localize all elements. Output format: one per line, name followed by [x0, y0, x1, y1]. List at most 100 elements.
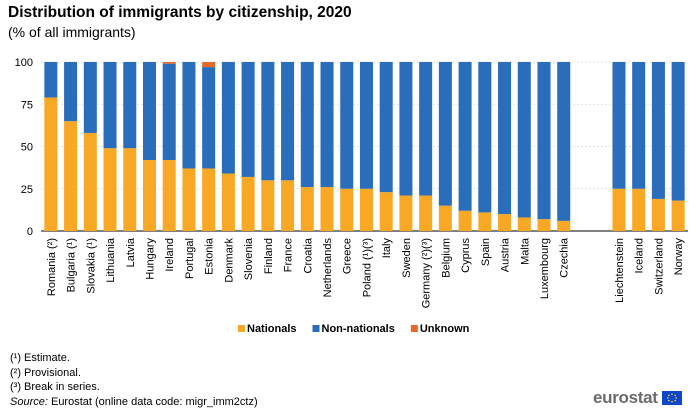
bar-nationals-16: [359, 188, 373, 231]
bar-non-nationals-13: [300, 62, 314, 188]
eu-flag-icon: [661, 391, 682, 405]
y-axis-ticks: 0 25 50 75 100: [15, 57, 33, 238]
footnotes: (¹) Estimate. (²) Provisional. (³) Break…: [10, 351, 258, 409]
bar-nationals-15: [340, 188, 354, 231]
bar-non-nationals-1: [64, 62, 78, 122]
bar-non-nationals-11: [261, 62, 275, 181]
x-tick-label: Switzerland: [653, 238, 665, 295]
y-tick-label: 0: [27, 226, 33, 238]
y-tick-label: 75: [21, 99, 33, 111]
bar-non-nationals-3: [103, 62, 117, 149]
bar-nationals-1: [64, 121, 78, 231]
x-tick-label: Netherlands: [322, 238, 334, 298]
x-tick-label: France: [283, 238, 295, 272]
chart-title: Distribution of immigrants by citizenshi…: [8, 4, 352, 21]
bar-nationals-0: [44, 97, 58, 232]
bar-non-nationals-28: [632, 62, 646, 189]
x-tick-label: Liechtenstein: [614, 238, 626, 303]
bar-nationals-6: [162, 160, 176, 231]
bar-non-nationals-17: [379, 62, 393, 193]
y-tick-label: 50: [21, 142, 33, 154]
x-tick-label: Croatia: [302, 237, 314, 273]
bar-non-nationals-15: [340, 62, 354, 189]
bar-nationals-9: [221, 173, 235, 231]
bar-nationals-29: [651, 198, 665, 231]
x-tick-label: Luxembourg: [539, 238, 551, 299]
x-tick-label: Lithuania: [105, 237, 117, 283]
x-tick-label: Malta: [519, 237, 531, 265]
bar-nationals-2: [83, 132, 97, 231]
bar-nationals-22: [478, 212, 492, 231]
bar-nationals-11: [261, 180, 275, 231]
bar-non-nationals-16: [359, 62, 373, 189]
legend: Nationals Non-nationals Unknown: [238, 323, 470, 335]
x-tick-label: Portugal: [184, 238, 196, 279]
bar-non-nationals-20: [438, 62, 452, 206]
bar-nationals-17: [379, 192, 393, 231]
bar-non-nationals-30: [671, 62, 685, 201]
x-tick-label: Norway: [673, 238, 685, 276]
bar-non-nationals-29: [651, 62, 665, 199]
x-tick-label: Slovenia: [243, 237, 255, 280]
source-text: Eurostat (online data code: migr_imm2ctz…: [47, 395, 258, 408]
x-tick-label: Poland (¹)(³): [361, 238, 373, 297]
bar-non-nationals-27: [612, 62, 626, 189]
bar-non-nationals-5: [142, 62, 157, 161]
x-tick-label: Spain: [480, 238, 492, 266]
x-tick-label: Greece: [342, 238, 354, 274]
note-estimate: (¹) Estimate.: [10, 352, 70, 364]
legend-label: Nationals: [247, 323, 297, 335]
bar-nationals-21: [458, 210, 472, 231]
bar-nationals-24: [517, 217, 531, 231]
source-line: Source: Eurostat (online data code: migr…: [10, 395, 258, 410]
x-tick-label: Austria: [500, 237, 512, 272]
chart-subtitle: (% of all immigrants): [8, 24, 136, 40]
source-label: Source:: [10, 395, 48, 408]
x-tick-label: Denmark: [223, 238, 235, 283]
y-tick-label: 25: [21, 184, 33, 196]
legend-swatch: [410, 325, 418, 332]
bar-non-nationals-24: [517, 62, 531, 218]
bar-nationals-27: [612, 188, 626, 231]
bar-non-nationals-2: [83, 62, 97, 133]
bar-non-nationals-9: [221, 62, 235, 174]
bar-non-nationals-0: [44, 62, 58, 98]
bar-nationals-3: [103, 148, 117, 231]
bar-non-nationals-14: [320, 62, 334, 188]
bar-nationals-14: [320, 187, 334, 231]
bar-nationals-10: [241, 176, 255, 231]
bar-nationals-26: [557, 220, 571, 231]
bars: [44, 62, 685, 232]
eurostat-logo: eurostat: [593, 388, 682, 408]
bar-non-nationals-8: [202, 67, 216, 169]
note-break-in-series: (³) Break in series.: [10, 381, 100, 393]
x-tick-label: Iceland: [634, 238, 646, 273]
bar-non-nationals-21: [458, 62, 472, 211]
x-tick-label: Ireland: [164, 238, 176, 272]
logo-text: eurostat: [593, 388, 658, 407]
bar-nationals-19: [419, 195, 433, 231]
bar-non-nationals-22: [478, 62, 492, 213]
x-tick-label: Italy: [381, 238, 393, 259]
y-tick-label: 100: [15, 57, 33, 69]
bar-nationals-7: [182, 168, 196, 231]
bar-non-nationals-10: [241, 62, 255, 177]
bar-nationals-5: [142, 160, 157, 231]
bar-nationals-8: [202, 168, 216, 231]
bar-non-nationals-7: [182, 62, 196, 169]
x-tick-label: Czechia: [559, 237, 571, 278]
bar-nationals-4: [123, 148, 137, 231]
note-provisional: (²) Provisional.: [10, 366, 81, 379]
bar-nationals-20: [438, 205, 452, 231]
bar-non-nationals-23: [498, 62, 512, 215]
x-tick-label: Cyprus: [460, 238, 472, 273]
x-tick-label: Slovakia (¹): [85, 238, 97, 294]
x-tick-label: Bulgaria (¹): [66, 238, 78, 292]
x-tick-label: Belgium: [440, 238, 452, 278]
bar-unknown-8: [202, 62, 216, 68]
bar-non-nationals-25: [537, 62, 551, 220]
bar-nationals-18: [399, 195, 413, 231]
bar-nationals-25: [537, 219, 551, 231]
legend-swatch: [312, 325, 320, 332]
legend-swatch: [238, 325, 245, 332]
